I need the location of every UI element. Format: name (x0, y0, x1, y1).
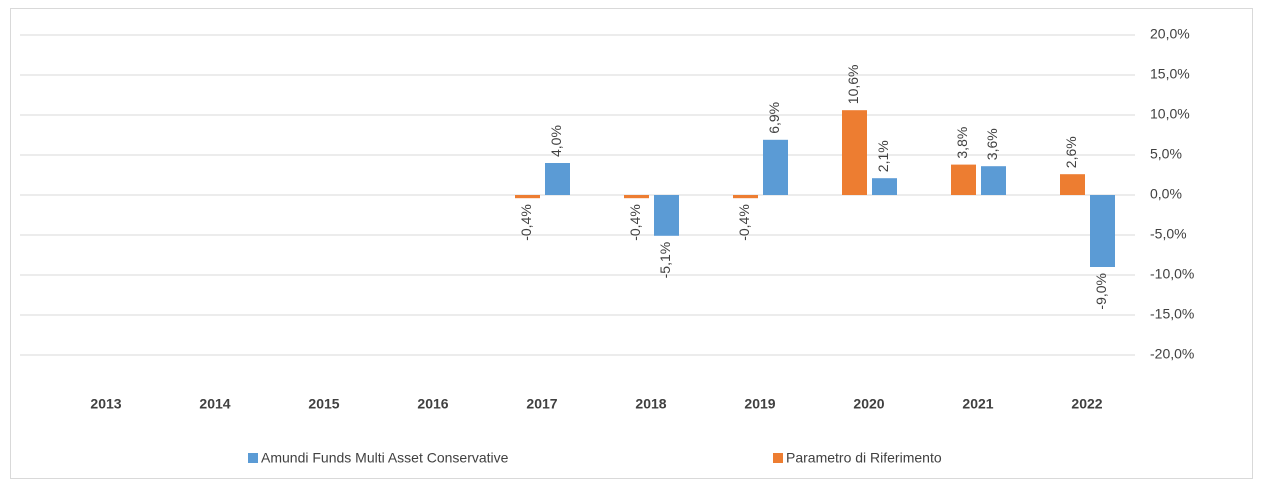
legend-swatch (248, 453, 258, 463)
bar (872, 178, 897, 195)
x-tick-label: 2020 (853, 396, 884, 412)
data-label: -9,0% (1093, 273, 1109, 310)
y-tick-label: 15,0% (1150, 66, 1190, 82)
x-tick-label: 2016 (417, 396, 448, 412)
data-label: 2,6% (1063, 136, 1079, 168)
bar (842, 110, 867, 195)
y-tick-label: -15,0% (1150, 306, 1194, 322)
legend-swatch (773, 453, 783, 463)
data-label: 10,6% (845, 64, 861, 104)
data-label: -0,4% (736, 204, 752, 241)
data-label: -0,4% (518, 204, 534, 241)
y-tick-label: -20,0% (1150, 346, 1194, 362)
legend-label: Amundi Funds Multi Asset Conservative (261, 450, 509, 466)
data-label: 3,6% (984, 128, 1000, 160)
x-tick-label: 2018 (635, 396, 666, 412)
legend-label: Parametro di Riferimento (786, 450, 942, 466)
x-tick-label: 2017 (526, 396, 557, 412)
bar (515, 195, 540, 199)
data-label: 4,0% (548, 125, 564, 157)
bar (1090, 195, 1115, 267)
x-tick-label: 2014 (199, 396, 230, 412)
y-tick-label: 5,0% (1150, 146, 1182, 162)
x-tick-label: 2019 (744, 396, 775, 412)
bar (545, 163, 570, 195)
bar (763, 139, 788, 195)
bar (654, 195, 679, 236)
y-tick-label: 0,0% (1150, 186, 1182, 202)
chart-border (10, 8, 1253, 479)
data-label: -5,1% (657, 242, 673, 279)
x-tick-label: 2022 (1071, 396, 1102, 412)
x-tick-label: 2013 (90, 396, 121, 412)
bar (733, 195, 758, 199)
x-tick-label: 2015 (308, 396, 339, 412)
y-tick-label: -10,0% (1150, 266, 1194, 282)
bar (624, 195, 649, 199)
x-tick-label: 2021 (962, 396, 993, 412)
data-label: 6,9% (766, 102, 782, 134)
bar (981, 166, 1006, 195)
y-tick-label: 20,0% (1150, 26, 1190, 42)
y-tick-label: 10,0% (1150, 106, 1190, 122)
bar (951, 164, 976, 195)
y-tick-label: -5,0% (1150, 226, 1187, 242)
data-label: 2,1% (875, 140, 891, 172)
bar (1060, 174, 1085, 195)
data-label: -0,4% (627, 204, 643, 241)
data-label: 3,8% (954, 127, 970, 159)
